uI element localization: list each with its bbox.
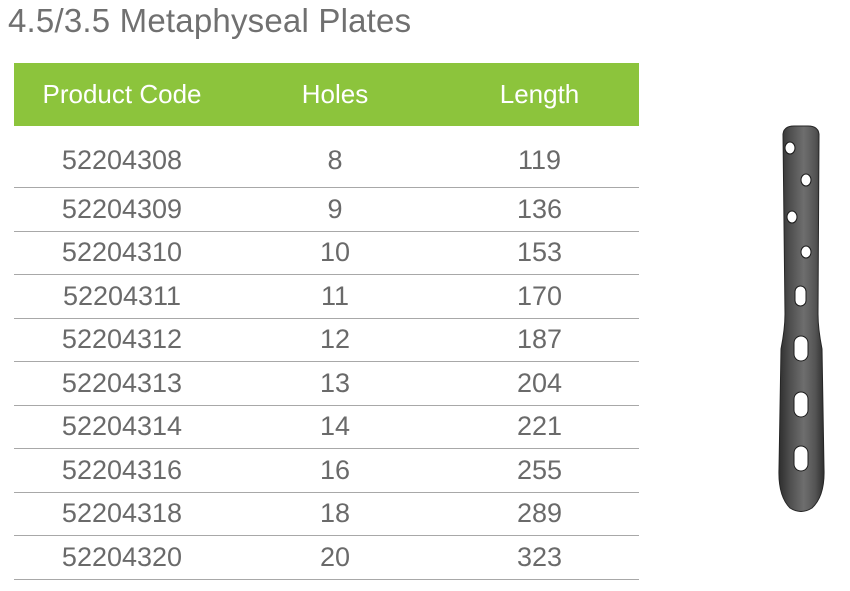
holes-cell: 18 bbox=[230, 492, 440, 536]
length-cell: 170 bbox=[440, 274, 639, 319]
table-row: 52204309 9 136 bbox=[14, 187, 639, 232]
product-code-cell: 52204316 bbox=[14, 448, 230, 493]
table-row: 52204314 14 221 bbox=[14, 405, 639, 449]
length-cell: 153 bbox=[440, 231, 639, 275]
table-row: 52204311 11 170 bbox=[14, 274, 639, 319]
holes-cell: 12 bbox=[230, 318, 440, 362]
holes-cell: 8 bbox=[230, 126, 440, 188]
product-table: Product Code Holes Length 52204308 8 119… bbox=[14, 63, 639, 580]
product-code-cell: 52204313 bbox=[14, 361, 230, 406]
table-row: 52204318 18 289 bbox=[14, 492, 639, 536]
product-code-cell: 52204308 bbox=[14, 126, 230, 188]
length-cell: 221 bbox=[440, 405, 639, 449]
holes-cell: 13 bbox=[230, 361, 440, 406]
holes-cell: 16 bbox=[230, 448, 440, 493]
product-code-cell: 52204311 bbox=[14, 274, 230, 319]
page-title: 4.5/3.5 Metaphyseal Plates bbox=[8, 2, 412, 39]
length-cell: 204 bbox=[440, 361, 639, 406]
holes-cell: 10 bbox=[230, 231, 440, 275]
product-code-cell: 52204310 bbox=[14, 231, 230, 275]
length-cell: 323 bbox=[440, 535, 639, 580]
product-code-cell: 52204312 bbox=[14, 318, 230, 362]
table-row: 52204312 12 187 bbox=[14, 318, 639, 362]
product-code-cell: 52204309 bbox=[14, 187, 230, 232]
length-cell: 136 bbox=[440, 187, 639, 232]
table-header-row: Product Code Holes Length bbox=[14, 63, 639, 126]
table-row: 52204308 8 119 bbox=[14, 126, 639, 188]
length-cell: 119 bbox=[440, 126, 639, 188]
product-code-cell: 52204314 bbox=[14, 405, 230, 449]
length-cell: 255 bbox=[440, 448, 639, 493]
length-cell: 289 bbox=[440, 492, 639, 536]
header-length: Length bbox=[440, 63, 639, 126]
table-row: 52204310 10 153 bbox=[14, 231, 639, 275]
metaphyseal-plate-image bbox=[778, 125, 825, 512]
table-row: 52204320 20 323 bbox=[14, 535, 639, 580]
holes-cell: 14 bbox=[230, 405, 440, 449]
table-row: 52204313 13 204 bbox=[14, 361, 639, 406]
holes-cell: 20 bbox=[230, 535, 440, 580]
header-holes: Holes bbox=[230, 63, 440, 126]
length-cell: 187 bbox=[440, 318, 639, 362]
header-product-code: Product Code bbox=[14, 63, 230, 126]
product-code-cell: 52204320 bbox=[14, 535, 230, 580]
table-row: 52204316 16 255 bbox=[14, 448, 639, 493]
holes-cell: 9 bbox=[230, 187, 440, 232]
product-code-cell: 52204318 bbox=[14, 492, 230, 536]
holes-cell: 11 bbox=[230, 274, 440, 319]
